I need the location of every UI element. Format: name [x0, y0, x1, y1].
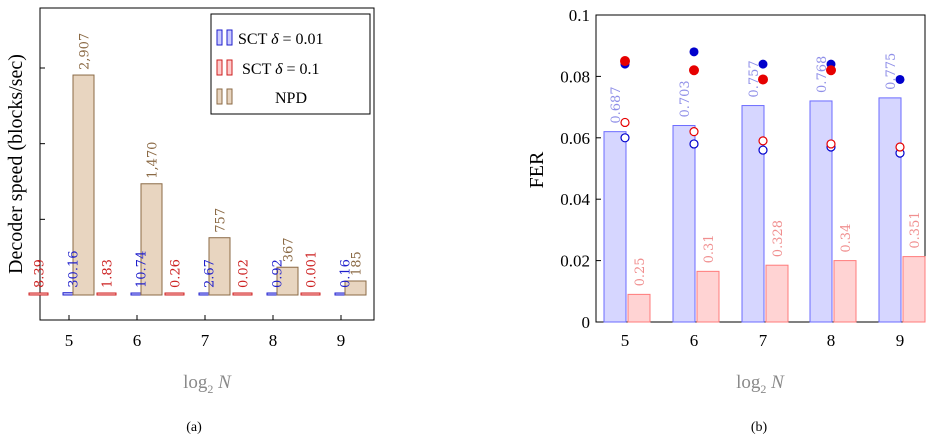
legend-label-sct-01: SCT δ = 0.1 [242, 61, 320, 78]
bar-b-1-3 [833, 260, 857, 323]
bar-a-2-1 [140, 183, 163, 296]
bar-b-0-0 [603, 131, 627, 323]
data-label-a-0-0: 30.16 [67, 250, 82, 287]
x-tick-label-a: 6 [133, 331, 142, 350]
data-label-a-1-2: 0.26 [169, 259, 184, 288]
data-label-a-0-4: 0.16 [339, 259, 354, 288]
bar-a-1-0 [28, 292, 49, 296]
data-label-a-2-3: 367 [282, 237, 297, 262]
marker-b-3-0 [620, 117, 630, 128]
legend-entry-npd: NPD [216, 88, 307, 107]
bar-b-1-4 [902, 256, 926, 323]
data-label-b-0-0: 0.687 [609, 86, 624, 123]
data-label-b-1-4: 0.351 [908, 211, 923, 248]
x-tick-label-a: 8 [269, 331, 278, 350]
data-label-a-2-2: 757 [214, 208, 229, 233]
x-tick-label-a: 9 [337, 331, 346, 350]
marker-b-2-0 [620, 133, 630, 143]
caption-a: (a) [186, 420, 202, 435]
legend-entry-sct-01: SCT δ = 0.1 [216, 59, 320, 78]
marker-b-0-1 [689, 47, 699, 57]
marker-b-0-2 [758, 59, 768, 69]
bar-b-0-3 [809, 100, 833, 323]
data-label-b-0-3: 0.768 [815, 56, 830, 93]
y-tick-label-b: 0.06 [560, 129, 590, 148]
data-label-a-1-1: 1.83 [101, 259, 116, 288]
y-axis-label-a: Decoder speed (blocks/sec) [5, 54, 27, 274]
y-tick-label-b: 0.1 [569, 6, 590, 25]
legend-label-npd: NPD [275, 90, 307, 107]
bar-a-1-2 [164, 292, 185, 296]
bar-a-1-3 [232, 292, 253, 296]
bar-b-1-2 [765, 264, 789, 323]
marker-b-2-1 [689, 139, 699, 149]
x-tick-label-b: 9 [896, 331, 905, 350]
y-tick-label-b: 0.04 [560, 190, 590, 209]
bar-a-2-4 [344, 280, 367, 296]
bar-b-0-1 [672, 125, 696, 323]
data-label-b-0-2: 0.757 [747, 60, 762, 97]
marker-b-3-4 [895, 142, 905, 152]
marker-b-0-4 [895, 74, 905, 84]
bar-a-1-1 [96, 292, 117, 296]
legend-label-sct-001: SCT δ = 0.01 [238, 31, 324, 48]
data-label-a-0-1: 10.74 [135, 251, 150, 288]
marker-b-1-3 [826, 65, 836, 76]
data-label-a-1-4: 0.001 [305, 251, 320, 288]
data-label-b-1-3: 0.34 [839, 224, 854, 253]
x-tick-label-a: 5 [65, 331, 74, 350]
y-tick-label-b: 0 [582, 313, 591, 332]
bar-a-1-4 [300, 292, 321, 296]
bar-a-2-0 [72, 74, 95, 296]
marker-b-1-2 [758, 74, 768, 85]
data-label-b-1-0: 0.25 [633, 257, 648, 286]
data-label-a-0-2: 2.67 [203, 259, 218, 288]
data-label-a-0-3: 0.92 [271, 259, 286, 288]
data-label-b-1-2: 0.328 [771, 220, 786, 257]
bar-b-1-1 [696, 270, 720, 323]
y-axis-label-b: FER [526, 151, 548, 188]
data-label-a-2-1: 1,470 [146, 142, 161, 179]
bar-b-1-0 [627, 293, 651, 323]
bar-a-2-3 [276, 266, 299, 296]
legend-a: SCT δ = 0.01 SCT δ = 0.1 NPD [210, 13, 371, 115]
marker-b-3-1 [689, 127, 699, 137]
y-tick-label-b: 0.08 [560, 67, 590, 86]
x-tick-label-b: 5 [621, 331, 630, 350]
plot-area-a [39, 7, 375, 321]
data-label-a-2-4: 185 [350, 251, 365, 276]
bar-a-2-2 [208, 237, 231, 296]
x-tick-label-b: 7 [759, 331, 768, 350]
data-label-a-1-0: 8.39 [33, 259, 48, 288]
x-tick-label-b: 6 [690, 331, 699, 350]
legend-entry-sct-001: SCT δ = 0.01 [216, 29, 324, 48]
data-label-b-0-1: 0.703 [678, 80, 693, 117]
marker-b-3-3 [826, 139, 836, 149]
data-label-a-1-3: 0.02 [237, 259, 252, 288]
bar-b-0-2 [741, 105, 765, 323]
x-tick-label-a: 7 [201, 331, 210, 350]
data-label-a-2-0: 2,907 [78, 33, 93, 70]
bar-b-0-4 [878, 97, 902, 323]
x-tick-label-b: 8 [827, 331, 836, 350]
marker-b-1-0 [620, 56, 630, 67]
marker-b-2-2 [758, 145, 768, 155]
marker-b-1-1 [689, 65, 699, 76]
data-label-b-0-4: 0.775 [884, 53, 899, 90]
marker-b-3-2 [758, 136, 768, 146]
y-tick-label-b: 0.02 [560, 252, 590, 271]
caption-b: (b) [751, 420, 768, 435]
data-label-b-1-1: 0.31 [702, 234, 717, 263]
x-axis-label-b: log2 N [736, 372, 785, 396]
